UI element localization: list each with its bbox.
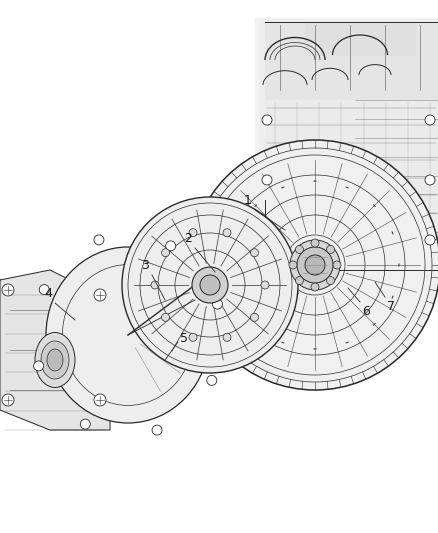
Text: 6: 6 [362, 305, 370, 318]
Circle shape [34, 361, 44, 371]
Text: 5: 5 [180, 332, 188, 345]
Polygon shape [355, 232, 438, 247]
Circle shape [327, 245, 335, 254]
Polygon shape [355, 175, 438, 191]
Text: 7: 7 [387, 300, 395, 313]
Circle shape [151, 281, 159, 289]
Circle shape [425, 115, 435, 125]
Polygon shape [355, 270, 438, 285]
Polygon shape [260, 20, 438, 265]
Ellipse shape [41, 341, 69, 379]
Polygon shape [355, 138, 438, 153]
Circle shape [223, 333, 231, 341]
Circle shape [212, 299, 223, 309]
Circle shape [80, 419, 90, 429]
Circle shape [162, 249, 170, 257]
Polygon shape [265, 100, 438, 270]
Circle shape [152, 425, 162, 435]
Circle shape [296, 245, 304, 254]
Ellipse shape [47, 349, 63, 371]
Circle shape [333, 261, 341, 269]
Text: 3: 3 [141, 259, 149, 272]
Circle shape [166, 241, 176, 251]
Circle shape [39, 285, 49, 295]
Circle shape [251, 249, 258, 257]
Polygon shape [305, 22, 415, 55]
Circle shape [122, 197, 298, 373]
Circle shape [311, 239, 319, 247]
Circle shape [94, 394, 106, 406]
Circle shape [261, 281, 269, 289]
Circle shape [189, 333, 197, 341]
Circle shape [289, 261, 297, 269]
Polygon shape [355, 157, 438, 172]
Circle shape [262, 235, 272, 245]
Text: 4: 4 [44, 287, 52, 300]
Circle shape [425, 175, 435, 185]
Polygon shape [355, 251, 438, 266]
Circle shape [251, 313, 258, 321]
Polygon shape [265, 22, 438, 100]
Text: 2: 2 [184, 232, 192, 245]
Circle shape [190, 140, 438, 390]
Text: 1: 1 [244, 194, 252, 207]
Polygon shape [255, 18, 438, 275]
Circle shape [192, 267, 228, 303]
Polygon shape [0, 270, 110, 430]
Polygon shape [355, 119, 438, 134]
Circle shape [262, 175, 272, 185]
Circle shape [189, 229, 197, 237]
Circle shape [223, 229, 231, 237]
Circle shape [327, 277, 335, 285]
Circle shape [207, 375, 217, 385]
Circle shape [200, 275, 220, 295]
Ellipse shape [35, 333, 75, 387]
Circle shape [296, 277, 304, 285]
Circle shape [94, 289, 106, 301]
Circle shape [262, 115, 272, 125]
Polygon shape [355, 195, 438, 209]
Circle shape [305, 255, 325, 275]
Ellipse shape [46, 247, 210, 423]
Circle shape [425, 235, 435, 245]
Circle shape [297, 247, 333, 283]
Circle shape [94, 235, 104, 245]
Circle shape [162, 313, 170, 321]
Polygon shape [355, 213, 438, 228]
Circle shape [2, 284, 14, 296]
Circle shape [290, 240, 340, 290]
Polygon shape [355, 100, 438, 115]
Circle shape [2, 394, 14, 406]
Circle shape [311, 283, 319, 291]
